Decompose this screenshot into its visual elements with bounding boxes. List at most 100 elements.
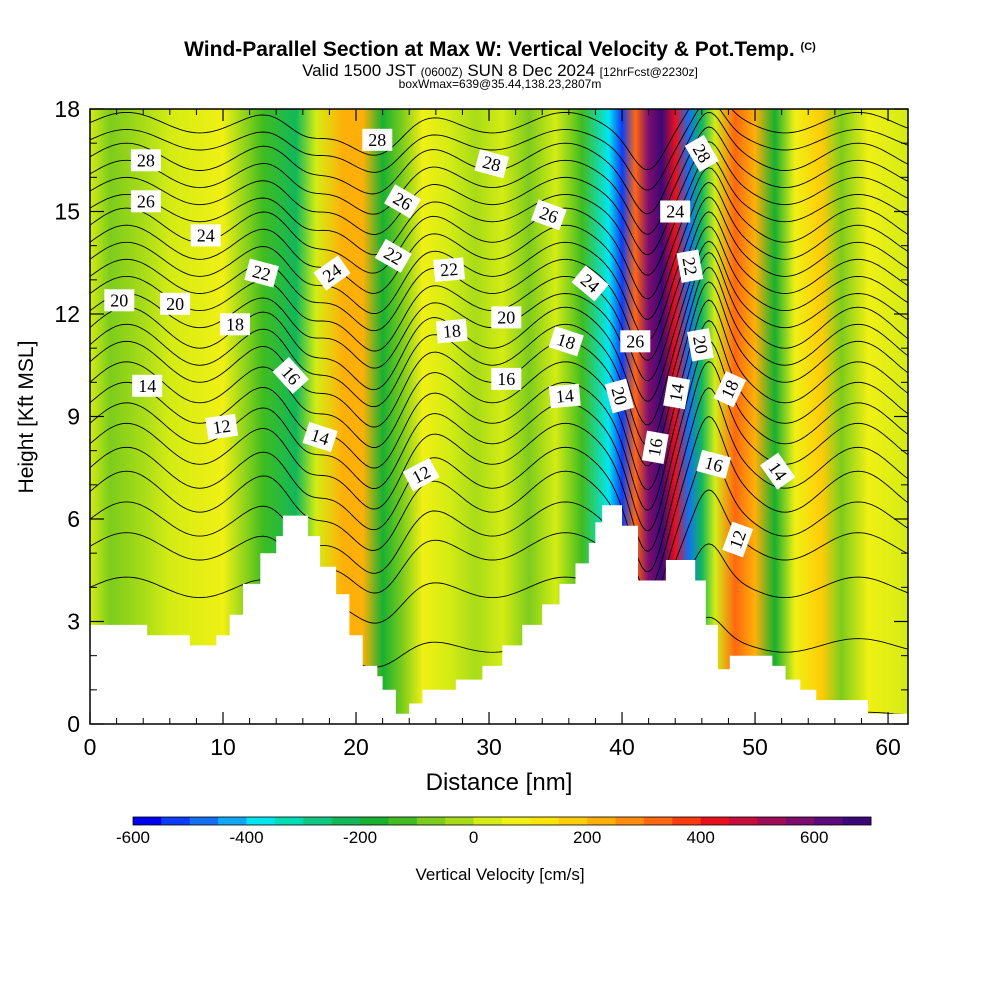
isentrope-line — [90, 109, 908, 171]
colorbar-tick-label: -400 — [230, 828, 264, 847]
contour-label-text: 18 — [555, 329, 578, 354]
contour-label-text: 28 — [368, 130, 386, 150]
contour-label-box — [302, 421, 338, 453]
colorbar-tick-label: 600 — [800, 828, 828, 847]
x-tick-label: 30 — [476, 734, 502, 760]
colorbar-bin — [814, 817, 844, 825]
contour-label-text: 14 — [308, 425, 331, 450]
contour-label-box — [620, 330, 651, 353]
contour-label: 14 — [663, 375, 691, 410]
colorbar-bin — [274, 817, 304, 825]
y-tick-label: 6 — [67, 506, 80, 532]
contour-label-box — [402, 457, 440, 492]
contour-label-box — [684, 134, 719, 172]
contour-label-box — [531, 199, 567, 231]
contour-label-box — [374, 238, 412, 273]
isentrope-line — [90, 489, 908, 621]
contour-label: 20 — [491, 306, 522, 329]
contour-label: 24 — [660, 200, 691, 223]
contour-label: 12 — [722, 521, 754, 558]
colorbar: -600 -400 -200 0 200 400 600 — [116, 816, 872, 847]
isentrope-line — [90, 319, 908, 511]
contour-label: 18 — [548, 326, 584, 357]
contour-label: 14 — [548, 383, 581, 409]
contour-label-box — [132, 374, 163, 397]
contour-label-text: 22 — [678, 256, 701, 277]
contour-label-text: 20 — [689, 334, 712, 355]
contour-label-box — [663, 375, 691, 410]
contour-label: 18 — [435, 318, 468, 344]
contour-label-box — [491, 367, 522, 390]
colorbar-bin — [842, 817, 872, 825]
isentrope-line — [90, 251, 908, 426]
contour-label-box — [696, 449, 732, 479]
colorbar-bin — [416, 817, 446, 825]
contour-label-box — [160, 292, 191, 315]
colorbar-bin — [189, 817, 219, 825]
contour-label: 14 — [132, 374, 163, 397]
contour-label-box — [713, 370, 747, 408]
contour-label-box — [474, 149, 510, 179]
colorbar-bin — [388, 817, 418, 825]
contour-label: 28 — [130, 149, 161, 172]
colorbar-tick-label: -200 — [343, 828, 377, 847]
x-tick-label: 20 — [343, 734, 369, 760]
x-tick-label: 60 — [875, 734, 901, 760]
contour-label: 26 — [620, 330, 651, 353]
contour-label-box — [435, 318, 468, 344]
box-wmax-info: boxWmax=639@35.44,138.23,2807m — [398, 77, 602, 91]
contour-label-box — [313, 255, 351, 291]
contour-label-text: 20 — [166, 294, 184, 314]
colorbar-bin — [729, 817, 758, 825]
contour-label: 20 — [160, 292, 191, 315]
contour-label: 28 — [474, 149, 510, 179]
contour-label-text: 18 — [442, 320, 462, 341]
isentrope-line — [90, 266, 908, 446]
contour-label-box — [676, 249, 704, 283]
y-tick-label: 3 — [67, 609, 80, 635]
colorbar-frame — [132, 816, 872, 826]
contour-label-box — [491, 306, 522, 329]
contour-label-text: 16 — [497, 369, 515, 389]
contour-label-box — [687, 328, 714, 362]
isentrope-line — [90, 211, 908, 361]
isentrope-line — [90, 109, 908, 191]
contour-label-text: 26 — [137, 191, 155, 211]
colorbar-bin — [615, 817, 645, 825]
colorbar-bin — [587, 817, 616, 825]
contour-label-text: 22 — [439, 259, 459, 280]
isentrope-line — [90, 181, 908, 320]
axes: 0 10 20 30 40 50 60 0 3 6 9 12 15 18 — [54, 96, 908, 760]
colorbar-tick-label: 0 — [469, 828, 478, 847]
contour-label: 22 — [244, 258, 279, 288]
isentrope-line — [90, 543, 908, 645]
contour-label-text: 14 — [138, 376, 156, 396]
contour-label-box — [104, 289, 135, 312]
contour-label-box — [362, 128, 393, 151]
x-tick-label: 40 — [609, 734, 635, 760]
contour-label-box — [130, 149, 161, 172]
isentrope-line — [90, 167, 908, 300]
isentrope-line — [90, 299, 908, 491]
contour-label-box — [604, 378, 634, 414]
contour-label-text: 28 — [480, 152, 503, 176]
isentrope-line — [90, 141, 908, 256]
colorbar-bin — [303, 817, 333, 825]
contour-label-box — [220, 313, 250, 336]
contour-label-text: 16 — [703, 452, 726, 476]
y-tick-label: 12 — [54, 301, 80, 327]
isentrope-line — [90, 126, 908, 235]
y-tick-label: 0 — [67, 711, 80, 737]
contour-label: 24 — [190, 224, 221, 247]
copyright-mark: (C) — [800, 41, 816, 53]
contour-label-box — [641, 430, 669, 464]
y-tick-label: 15 — [54, 199, 80, 225]
contour-label: 20 — [104, 289, 135, 312]
contour-label: 24 — [571, 265, 609, 302]
contour-label: 22 — [676, 249, 704, 283]
contour-label-text: 16 — [644, 437, 667, 458]
colorbar-bin — [785, 817, 815, 825]
colorbar-bin — [331, 817, 361, 825]
colorbar-bin — [218, 817, 247, 825]
